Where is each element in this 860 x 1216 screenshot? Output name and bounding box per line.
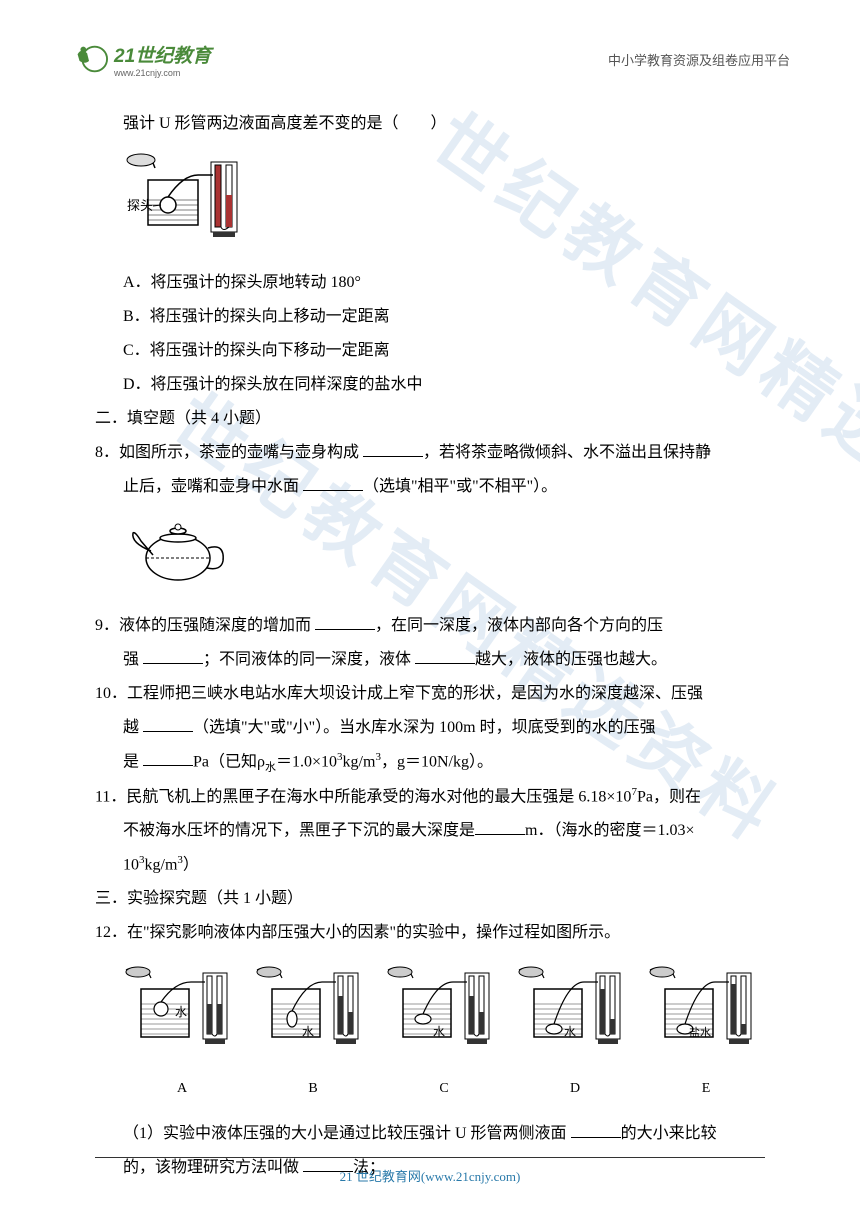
q11-text: 10 xyxy=(123,856,139,873)
q10-text: 越 xyxy=(123,719,143,736)
section-3-heading: 三．实验探究题（共 1 小题） xyxy=(95,883,765,915)
exp-label: A xyxy=(123,1075,241,1103)
q10-text: ，g＝10N/kg）。 xyxy=(381,753,493,770)
q10-text: kg/m xyxy=(343,753,376,770)
question-11-cont2: 103kg/m3） xyxy=(95,849,765,881)
q11-text: 不被海水压坏的情况下，黑匣子下沉的最大深度是 xyxy=(123,822,475,839)
q11-text: kg/m xyxy=(145,856,178,873)
q12-text: 的，该物理研究方法叫做 xyxy=(123,1159,303,1176)
q12-text: （1）实验中液体压强的大小是通过比较压强计 U 形管两侧液面 xyxy=(123,1125,571,1142)
q12-text: 的大小来比较 xyxy=(621,1125,717,1142)
document-content: 强计 U 形管两边液面高度差不变的是（ ） 探头 A．将压强计的探头原地转动 1… xyxy=(0,88,860,1184)
blank xyxy=(143,716,193,732)
exp-label: D xyxy=(516,1075,634,1103)
logo-title: 21世纪教育 xyxy=(114,41,211,68)
blank xyxy=(363,441,423,457)
q11-text: 11．民航飞机上的黑匣子在海水中所能承受的海水对他的最大压强是 6.18×10 xyxy=(95,788,631,805)
q11-text: ） xyxy=(183,856,199,873)
blank xyxy=(415,648,475,664)
q9-text: 越大，液体的压强也越大。 xyxy=(475,651,667,668)
figure-teapot xyxy=(123,513,765,600)
q9-text: 强 xyxy=(123,651,143,668)
figure-experiment-row: 水 A 水 B xyxy=(123,964,765,1103)
exp-figure-a: 水 A xyxy=(123,964,241,1103)
question-9-cont: 强 ；不同液体的同一深度，液体 越大，液体的压强也越大。 xyxy=(95,644,765,676)
q8-text: 8．如图所示，茶壶的壶嘴与壶身构成 xyxy=(95,444,363,461)
q10-text: （选填"大"或"小"）。当水库水深为 100m 时，坝底受到的水的压强 xyxy=(193,719,656,736)
logo-text: 21世纪教育 www.21cnjy.com xyxy=(114,41,211,78)
question-8: 8．如图所示，茶壶的壶嘴与壶身构成 ，若将茶壶略微倾斜、水不溢出且保持静 xyxy=(95,437,765,469)
exp-figure-e: 盐水 E xyxy=(647,964,765,1103)
q9-text: ，在同一深度，液体内部向各个方向的压 xyxy=(375,617,663,634)
q11-text: Pa，则在 xyxy=(637,788,701,805)
exp-label: B xyxy=(254,1075,372,1103)
logo-icon xyxy=(70,40,108,78)
blank xyxy=(303,475,363,491)
exp-figure-b: 水 B xyxy=(254,964,372,1103)
q8-text: ，若将茶壶略微倾斜、水不溢出且保持静 xyxy=(423,444,711,461)
option-b: B．将压强计的探头向上移动一定距离 xyxy=(95,301,765,333)
q12-text: 法； xyxy=(353,1159,385,1176)
blank xyxy=(475,819,525,835)
logo-block: 21世纪教育 www.21cnjy.com xyxy=(70,40,211,78)
q9-text: ；不同液体的同一深度，液体 xyxy=(203,651,415,668)
question-10-cont2: 是 Pa（已知ρ水＝1.0×103kg/m3，g＝10N/kg）。 xyxy=(95,746,765,779)
q8-text: （选填"相平"或"不相平"）。 xyxy=(363,478,557,495)
q10-text: Pa（已知ρ xyxy=(193,753,265,770)
option-c: C．将压强计的探头向下移动一定距离 xyxy=(95,335,765,367)
question-10: 10．工程师把三峡水电站水库大坝设计成上窄下宽的形状，是因为水的深度越深、压强 xyxy=(95,678,765,710)
option-a: A．将压强计的探头原地转动 180° xyxy=(95,267,765,299)
question-12-1: （1）实验中液体压强的大小是通过比较压强计 U 形管两侧液面 的大小来比较 xyxy=(95,1118,765,1150)
section-2-heading: 二．填空题（共 4 小题） xyxy=(95,403,765,435)
subscript: 水 xyxy=(265,762,276,774)
svg-text:水: 水 xyxy=(564,1025,576,1039)
exp-label: C xyxy=(385,1075,503,1103)
blank xyxy=(315,614,375,630)
question-stem: 强计 U 形管两边液面高度差不变的是（ ） xyxy=(95,108,765,140)
page-header: 21世纪教育 www.21cnjy.com 中小学教育资源及组卷应用平台 xyxy=(0,0,860,88)
question-8-cont: 止后，壶嘴和壶身中水面 （选填"相平"或"不相平"）。 xyxy=(95,471,765,503)
exp-figure-d: 水 D xyxy=(516,964,634,1103)
blank xyxy=(143,750,193,766)
question-11-cont: 不被海水压坏的情况下，黑匣子下沉的最大深度是 m．（海水的密度＝1.03× xyxy=(95,815,765,847)
svg-text:盐水: 盐水 xyxy=(689,1026,711,1039)
svg-text:水: 水 xyxy=(302,1025,314,1039)
question-9: 9．液体的压强随深度的增加而 ，在同一深度，液体内部向各个方向的压 xyxy=(95,610,765,642)
q8-text: 止后，壶嘴和壶身中水面 xyxy=(123,478,303,495)
question-12: 12．在"探究影响液体内部压强大小的因素"的实验中，操作过程如图所示。 xyxy=(95,917,765,949)
q10-text: ＝1.0×10 xyxy=(276,753,337,770)
exp-figure-c: 水 C xyxy=(385,964,503,1103)
question-10-cont: 越 （选填"大"或"小"）。当水库水深为 100m 时，坝底受到的水的压强 xyxy=(95,712,765,744)
figure-manometer: 探头 xyxy=(123,150,765,257)
svg-text:水: 水 xyxy=(433,1025,445,1039)
blank xyxy=(143,648,203,664)
option-d: D．将压强计的探头放在同样深度的盐水中 xyxy=(95,369,765,401)
exp-label: E xyxy=(647,1075,765,1103)
svg-text:水: 水 xyxy=(175,1005,187,1019)
svg-text:探头: 探头 xyxy=(127,198,153,213)
q9-text: 9．液体的压强随深度的增加而 xyxy=(95,617,315,634)
question-12-1-cont: 的，该物理研究方法叫做 法； xyxy=(95,1152,765,1184)
blank xyxy=(571,1122,621,1138)
question-11: 11．民航飞机上的黑匣子在海水中所能承受的海水对他的最大压强是 6.18×107… xyxy=(95,781,765,813)
logo-url: www.21cnjy.com xyxy=(114,68,211,78)
blank xyxy=(303,1156,353,1172)
q11-text: m．（海水的密度＝1.03× xyxy=(525,822,694,839)
header-subtitle: 中小学教育资源及组卷应用平台 xyxy=(608,50,790,69)
q10-text: 是 xyxy=(123,753,143,770)
